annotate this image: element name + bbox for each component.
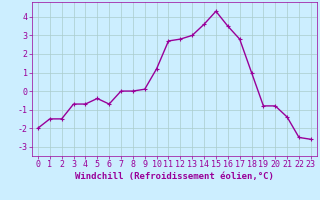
X-axis label: Windchill (Refroidissement éolien,°C): Windchill (Refroidissement éolien,°C) [75,172,274,181]
